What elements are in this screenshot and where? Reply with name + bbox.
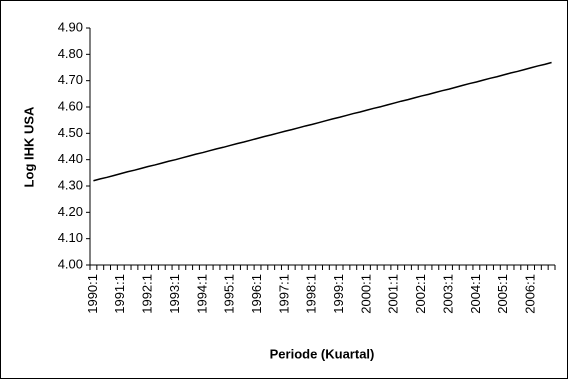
y-tick-label: 4.90 [58,19,83,34]
x-tick-label: 2006:1 [523,274,538,314]
y-tick-label: 4.00 [58,256,83,271]
x-tick-label: 1993:1 [167,274,182,314]
y-tick-label: 4.10 [58,230,83,245]
y-tick-label: 4.50 [58,125,83,140]
x-tick-label: 1994:1 [194,274,209,314]
x-tick-label: 1990:1 [85,274,100,314]
x-tick-label: 2002:1 [413,274,428,314]
y-tick-label: 4.80 [58,46,83,61]
x-tick-label: 1991:1 [112,274,127,314]
x-tick-label: 2005:1 [495,274,510,314]
y-tick-label: 4.20 [58,204,83,219]
x-tick-label: 2001:1 [386,274,401,314]
x-tick-label: 1995:1 [222,274,237,314]
x-tick-label: 2000:1 [358,274,373,314]
x-tick-label: 1996:1 [249,274,264,314]
y-tick-label: 4.40 [58,151,83,166]
y-tick-label: 4.30 [58,177,83,192]
y-axis-title: Log IHK USA [21,106,36,187]
x-tick-label: 2004:1 [468,274,483,314]
y-tick-label: 4.60 [58,98,83,113]
line-series [93,61,552,182]
x-axis-title: Periode (Kuartal) [270,346,375,361]
x-tick-label: 1992:1 [140,274,155,314]
y-tick-label: 4.70 [58,72,83,87]
x-tick-label: 1999:1 [331,274,346,314]
x-tick-label: 1997:1 [276,274,291,314]
x-tick-label: 1998:1 [304,274,319,314]
x-tick-label: 2003:1 [440,274,455,314]
